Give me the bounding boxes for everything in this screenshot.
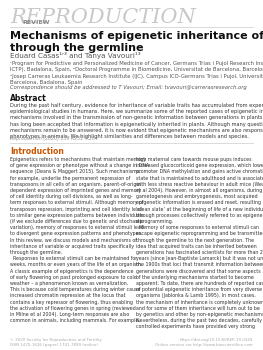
Text: REVIEW: REVIEW xyxy=(22,20,49,25)
Text: Abstract: Abstract xyxy=(10,94,47,103)
Text: Introduction: Introduction xyxy=(10,147,64,156)
Text: Mechanisms of epigenetic inheritance of variable traits
through the germline: Mechanisms of epigenetic inheritance of … xyxy=(10,31,263,53)
Text: Epigenetics refers to mechanisms that maintain memory
of gene expression or phen: Epigenetics refers to mechanisms that ma… xyxy=(10,157,149,323)
Text: high maternal care towards mouse pups induces
increased glucocorticoid gene expr: high maternal care towards mouse pups in… xyxy=(136,157,263,329)
Text: Eduard Casas¹ʳ³ and Tanya Vavouri¹³: Eduard Casas¹ʳ³ and Tanya Vavouri¹³ xyxy=(10,52,141,59)
Text: During the past half century, evidence for inheritance of variable traits has ac: During the past half century, evidence f… xyxy=(10,103,263,139)
Text: ¹Program for Predictive and Personalized Medicine of Cancer, Germans Trias i Puj: ¹Program for Predictive and Personalized… xyxy=(10,61,263,85)
Text: REPRODUCTION: REPRODUCTION xyxy=(10,8,196,27)
Text: Reproduction (2020) 159 R251–R264: Reproduction (2020) 159 R251–R264 xyxy=(10,136,98,141)
Text: Correspondence should be addressed to T Vavouri; Email: tvavouri@carrerasresearc: Correspondence should be addressed to T … xyxy=(10,85,247,90)
Text: © 2020 Society for Reproduction and Fertility
ISSN 1470-1626 (paper) 1741-7899 (: © 2020 Society for Reproduction and Fert… xyxy=(10,338,102,346)
Text: https://doi.org/10.1530/REP-19-0349
Online version via http://www.bioscientifica: https://doi.org/10.1530/REP-19-0349 Onli… xyxy=(155,338,253,346)
